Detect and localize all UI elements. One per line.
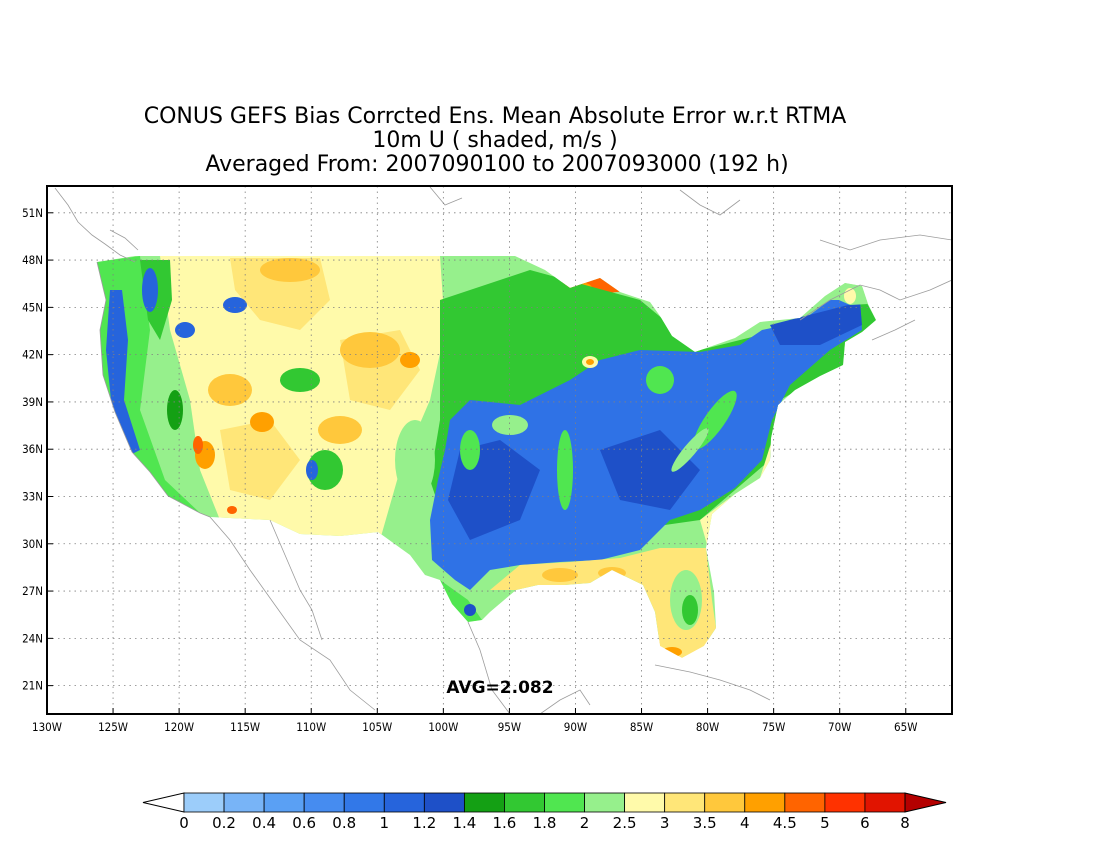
- lat-tick-label: 30N: [22, 537, 43, 551]
- colorbar-label: 4: [740, 814, 750, 832]
- colorbar-swatch: [463, 792, 505, 813]
- colorbar-label: 1.6: [493, 814, 517, 832]
- colorbar-label: 2: [580, 814, 590, 832]
- lat-tick-label: 39N: [22, 395, 43, 409]
- lon-tick-label: 110W: [296, 720, 326, 734]
- colorbar-label: 0.8: [332, 814, 356, 832]
- colorbar-swatch: [504, 792, 545, 813]
- colorbar-label: 0.6: [292, 814, 316, 832]
- colorbar-swatch: [383, 792, 425, 813]
- coastlines: [54, 186, 952, 714]
- colorbar-swatch: [864, 792, 906, 813]
- lon-tick-label: 70W: [828, 720, 851, 734]
- lat-tick-label: 24N: [22, 631, 43, 645]
- title-line-1: CONUS GEFS Bias Corrcted Ens. Mean Absol…: [144, 104, 847, 129]
- colorbar-label: 1.4: [452, 814, 476, 832]
- latitude-axis: 51N 48N 45N 42N 39N 36N 33N 30N 27N 24N 21N: [22, 206, 53, 693]
- colorbar-swatch: [303, 792, 345, 813]
- lat-tick-label: 36N: [22, 442, 43, 456]
- colorbar-label: 1: [380, 814, 390, 832]
- lon-tick-label: 90W: [564, 720, 587, 734]
- colorbar-label: 1.2: [412, 814, 436, 832]
- lon-tick-label: 85W: [630, 720, 653, 734]
- colorbar-swatch: [343, 792, 385, 813]
- lat-tick-label: 51N: [22, 206, 43, 220]
- lat-tick-label: 48N: [22, 253, 43, 267]
- lon-tick-label: 75W: [762, 720, 785, 734]
- lon-tick-label: 120W: [164, 720, 194, 734]
- colorbar-swatch: [183, 792, 225, 813]
- lon-tick-label: 80W: [696, 720, 719, 734]
- colorbar-swatch: [824, 792, 866, 813]
- colorbar-label: 6: [860, 814, 870, 832]
- colorbar-label: 4.5: [773, 814, 797, 832]
- title-line-2: 10m U ( shaded, m/s ): [372, 128, 617, 153]
- colorbar-label: 2.5: [613, 814, 637, 832]
- lon-tick-label: 115W: [230, 720, 260, 734]
- lat-tick-label: 45N: [22, 300, 43, 314]
- colorbar-label: 0: [179, 814, 189, 832]
- plot-frame: [46, 185, 953, 715]
- lat-tick-label: 33N: [22, 489, 43, 503]
- longitude-axis: 130W 125W 120W 115W 110W 105W 100W 95W 90W 85W 80W…: [32, 708, 917, 734]
- colorbar-label: 0.2: [212, 814, 236, 832]
- lat-tick-label: 21N: [22, 679, 43, 693]
- lon-tick-label: 65W: [894, 720, 917, 734]
- colorbar: 0 0.2 0.4 0.6 0.8 1 1.2 1.4 1.6 1.8 2 2.5 3 3.5 4 4.5 5 6…: [142, 792, 947, 832]
- lon-tick-label: 125W: [98, 720, 128, 734]
- colorbar-swatch: [584, 792, 626, 813]
- avg-annotation: AVG=2.082: [446, 678, 553, 698]
- title-line-3: Averaged From: 2007090100 to 2007093000 …: [205, 152, 788, 177]
- colorbar-below-triangle: [142, 792, 185, 813]
- colorbar-swatch: [664, 792, 706, 813]
- lon-tick-label: 100W: [428, 720, 458, 734]
- lon-tick-label: 130W: [32, 720, 62, 734]
- colorbar-label: 5: [820, 814, 830, 832]
- graticule: [47, 186, 952, 714]
- colorbar-label: 0.4: [252, 814, 276, 832]
- lat-tick-label: 27N: [22, 584, 43, 598]
- colorbar-swatch: [544, 792, 585, 813]
- colorbar-swatch: [784, 792, 826, 813]
- colorbar-swatch: [744, 792, 786, 813]
- colorbar-label: 3: [660, 814, 670, 832]
- colorbar-swatch: [223, 792, 265, 813]
- lon-tick-label: 105W: [362, 720, 392, 734]
- lat-tick-label: 42N: [22, 348, 43, 362]
- colorbar-swatch: [624, 792, 666, 813]
- colorbar-swatch: [704, 792, 746, 813]
- colorbar-label: 3.5: [693, 814, 717, 832]
- colorbar-label: 1.8: [533, 814, 557, 832]
- colorbar-swatch: [423, 792, 465, 813]
- colorbar-label: 8: [900, 814, 910, 832]
- colorbar-swatch: [263, 792, 305, 813]
- colorbar-above-triangle: [904, 792, 947, 813]
- lon-tick-label: 95W: [498, 720, 521, 734]
